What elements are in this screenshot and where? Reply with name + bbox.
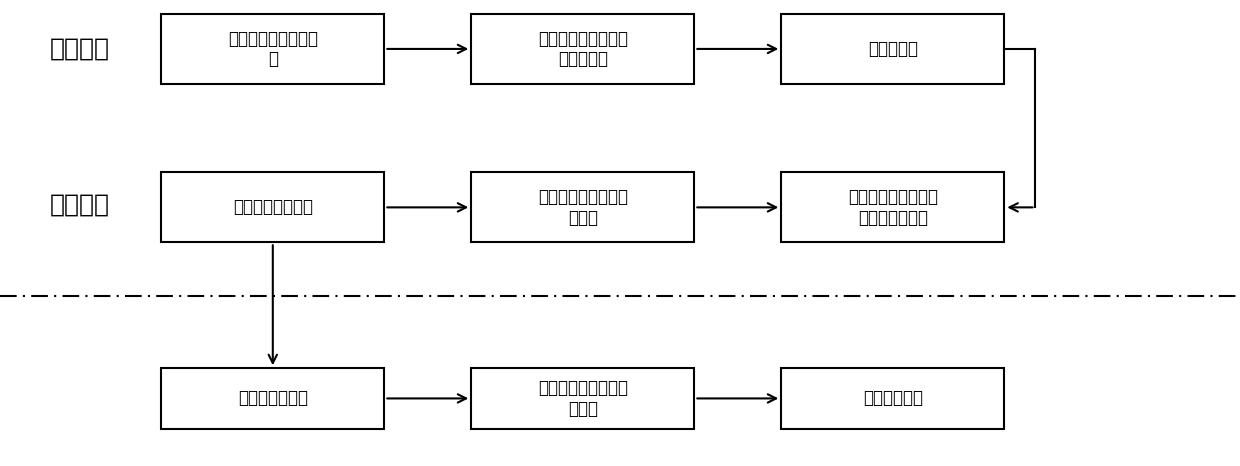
FancyBboxPatch shape (781, 172, 1004, 242)
FancyBboxPatch shape (161, 172, 384, 242)
Text: 网格质心精确计算目
标位置: 网格质心精确计算目 标位置 (538, 379, 627, 418)
Text: 离线训练信号传播模
型: 离线训练信号传播模 型 (228, 29, 317, 69)
Text: 构建指纹库: 构建指纹库 (868, 40, 918, 58)
FancyBboxPatch shape (161, 14, 384, 84)
Text: 计算在每个参考点处
的信号强度: 计算在每个参考点处 的信号强度 (538, 29, 627, 69)
Text: 加权函数的计算: 加权函数的计算 (238, 390, 308, 407)
FancyBboxPatch shape (781, 368, 1004, 429)
Text: 压缩感知重构算法计
算目标所在区域: 压缩感知重构算法计 算目标所在区域 (848, 188, 937, 227)
FancyBboxPatch shape (471, 368, 694, 429)
FancyBboxPatch shape (471, 14, 694, 84)
Text: 最终位置坐标: 最终位置坐标 (863, 390, 923, 407)
Text: 构建测量值向量和测
量矩阵: 构建测量值向量和测 量矩阵 (538, 188, 627, 227)
Text: 在线接收信号强度: 在线接收信号强度 (233, 199, 312, 216)
Text: 在线状态: 在线状态 (50, 193, 109, 217)
FancyBboxPatch shape (471, 172, 694, 242)
FancyBboxPatch shape (161, 368, 384, 429)
FancyBboxPatch shape (781, 14, 1004, 84)
Text: 离线状态: 离线状态 (50, 37, 109, 61)
